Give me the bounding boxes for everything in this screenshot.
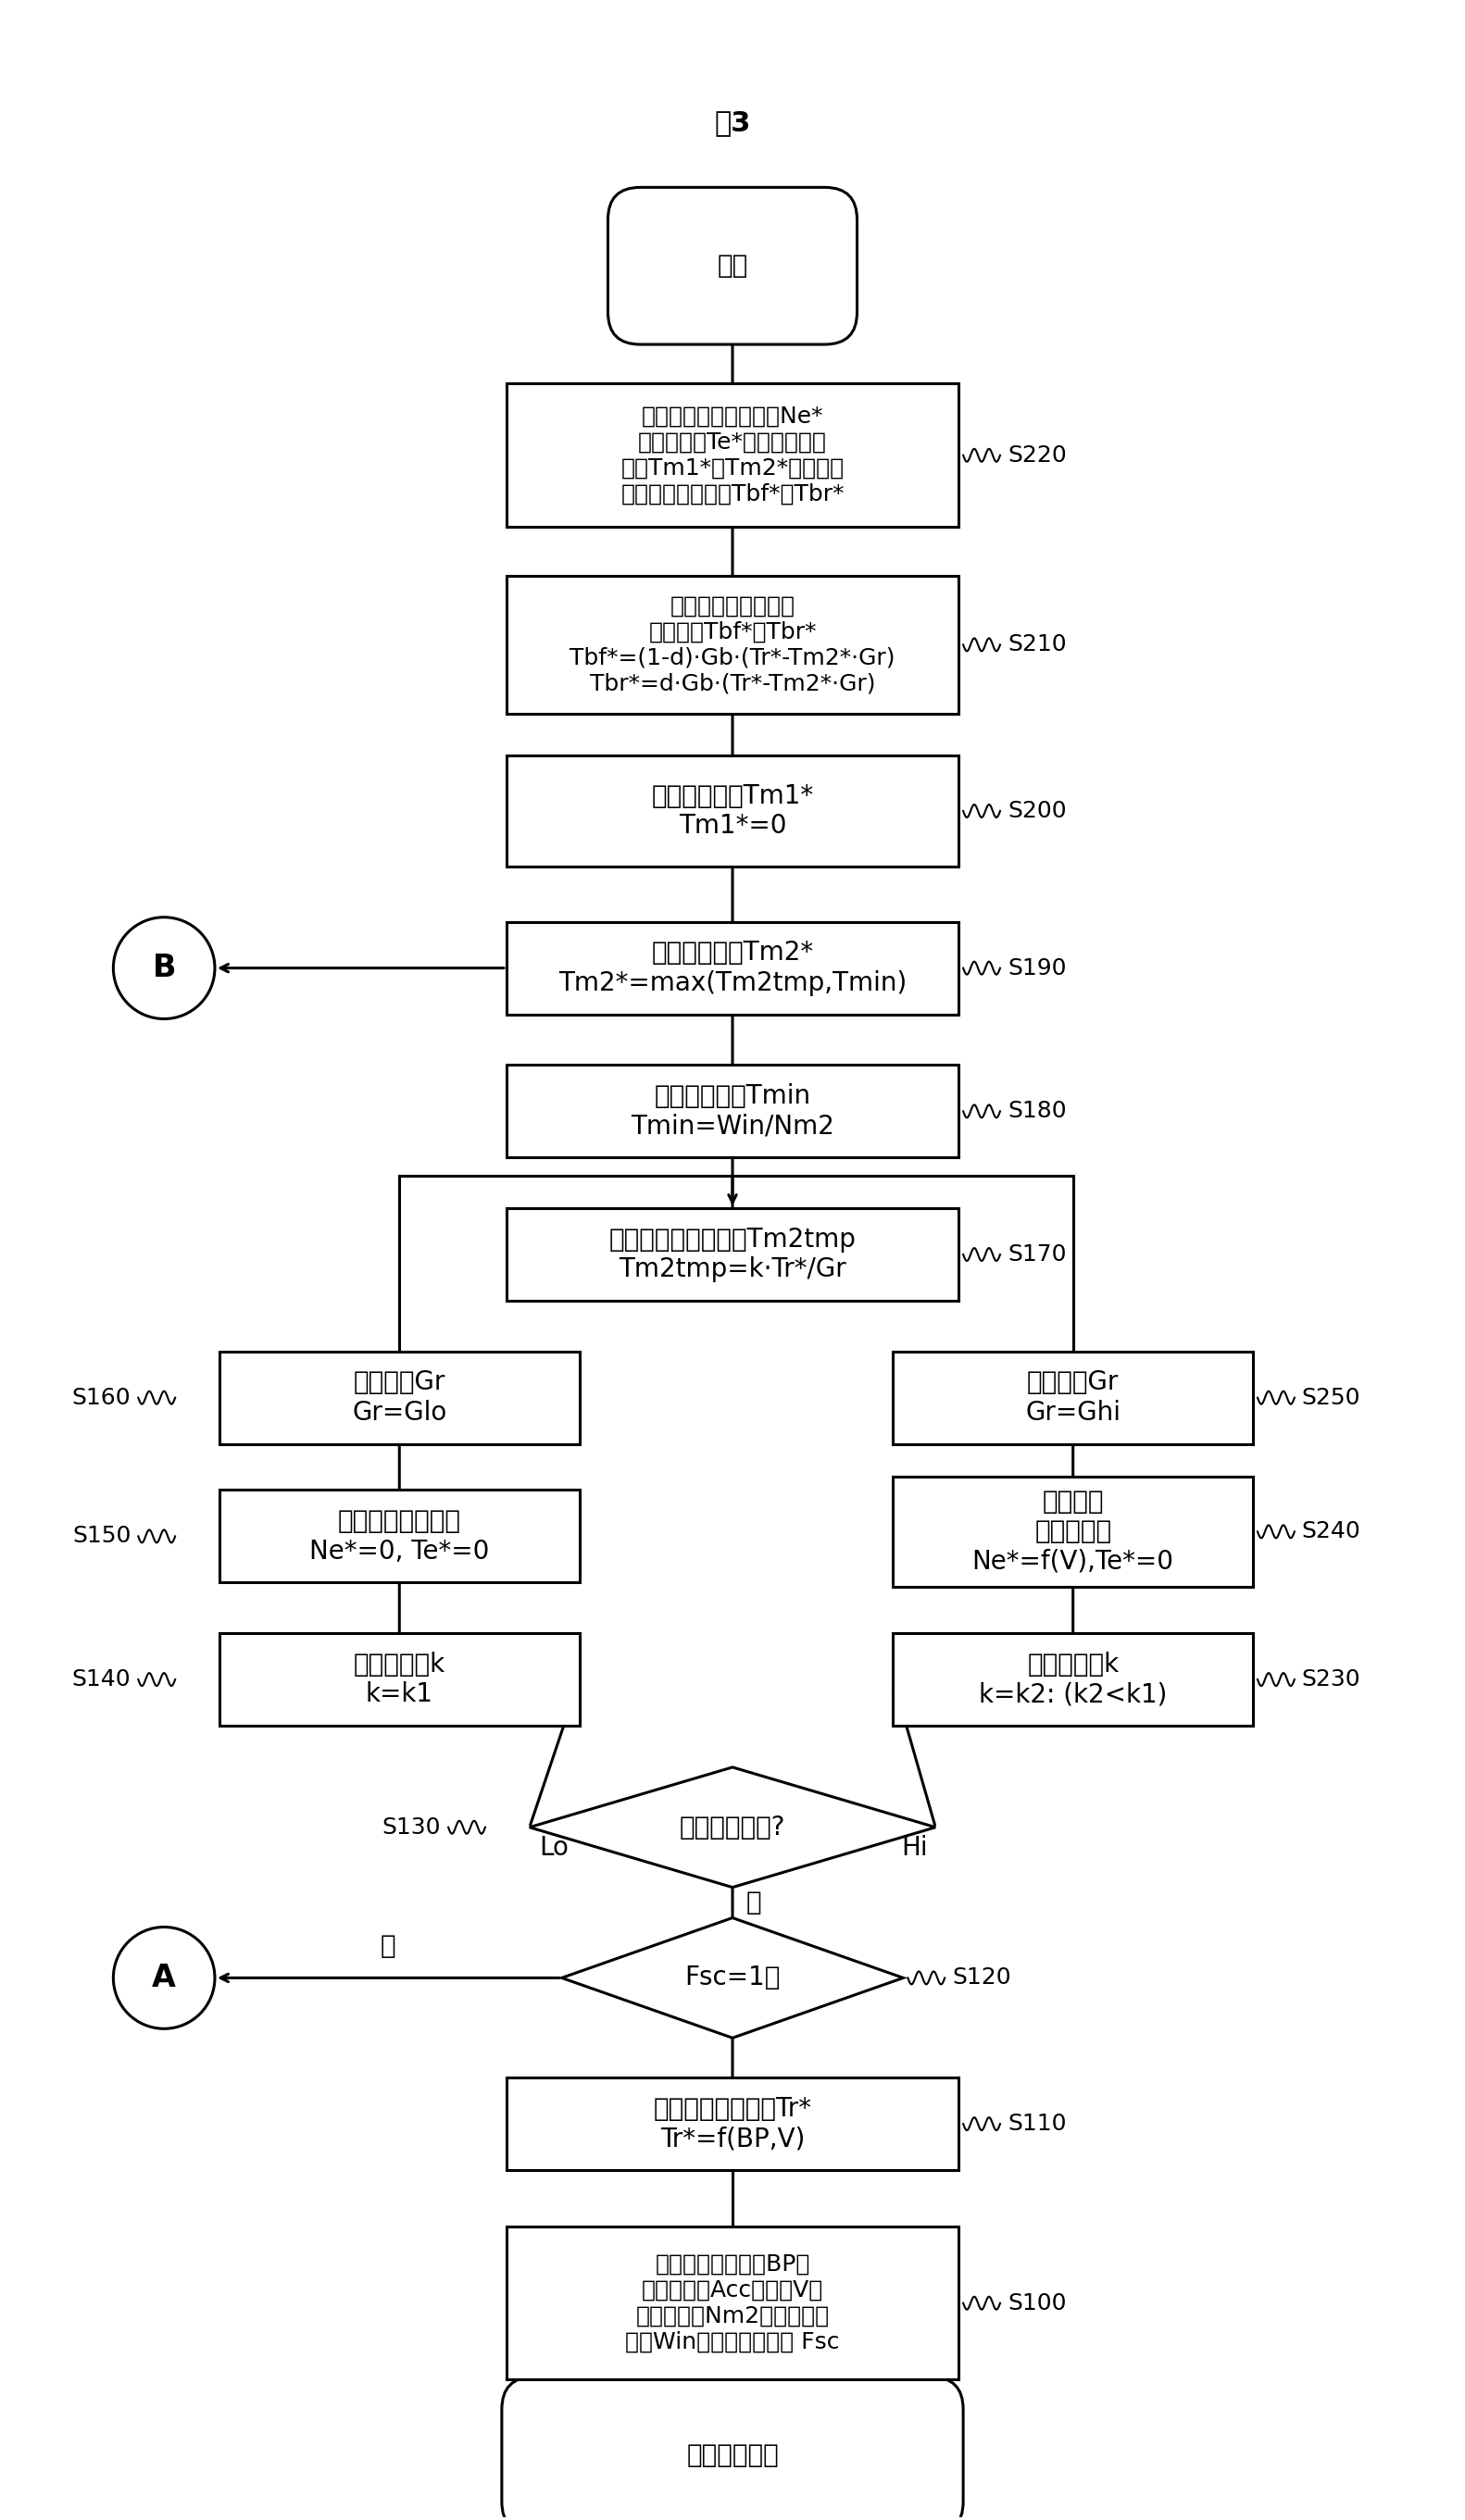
Bar (894, 1633, 1253, 1726)
Bar (507, 1207, 958, 1300)
Text: 设定转矩指令Tm2*
Tm2*=max(Tm2tmp,Tmin): 设定转矩指令Tm2* Tm2*=max(Tm2tmp,Tmin) (558, 940, 907, 995)
Text: S210: S210 (1008, 633, 1067, 655)
Bar (507, 383, 958, 527)
Text: S200: S200 (1008, 799, 1067, 822)
Text: 当前变速状态?: 当前变速状态? (680, 1814, 785, 1840)
Text: S180: S180 (1008, 1101, 1067, 1121)
Bar (894, 1477, 1253, 1588)
Text: S230: S230 (1302, 1668, 1361, 1691)
Text: 设定速比Gr
Gr=Glo: 设定速比Gr Gr=Glo (352, 1371, 447, 1426)
Text: 停止发动机的运行
Ne*=0, Te*=0: 停止发动机的运行 Ne*=0, Te*=0 (309, 1509, 489, 1565)
Text: 设定再生率k
k=k1: 设定再生率k k=k1 (353, 1651, 445, 1709)
Bar (894, 1351, 1253, 1444)
Bar (507, 1066, 958, 1157)
Bar (507, 575, 958, 713)
Text: S130: S130 (382, 1817, 441, 1840)
Text: S140: S140 (72, 1668, 130, 1691)
Text: 设定再生率k
k=k2: (k2<k1): 设定再生率k k=k2: (k2<k1) (979, 1651, 1168, 1709)
Bar (220, 1351, 579, 1444)
Text: 设定转矩指令Tm1*
Tm1*=0: 设定转矩指令Tm1* Tm1*=0 (652, 784, 813, 839)
Text: 输入制动踏板位置BP、
加速器开度Acc、车速V、
电动机转速Nm2、电池输入
限制Win和变速请求标记 Fsc: 输入制动踏板位置BP、 加速器开度Acc、车速V、 电动机转速Nm2、电池输入 … (626, 2253, 839, 2354)
Text: 制动控制例程: 制动控制例程 (686, 2442, 779, 2470)
Text: S100: S100 (1008, 2293, 1067, 2313)
Circle shape (113, 917, 215, 1018)
Text: S170: S170 (1008, 1242, 1067, 1265)
Text: Fsc=1？: Fsc=1？ (684, 1966, 781, 1991)
Circle shape (113, 1928, 215, 2029)
Text: 图3: 图3 (715, 108, 750, 136)
Text: 计算转矩限制Tmin
Tmin=Win/Nm2: 计算转矩限制Tmin Tmin=Win/Nm2 (631, 1084, 834, 1139)
Text: Hi: Hi (901, 1835, 927, 1860)
Text: S240: S240 (1302, 1520, 1361, 1542)
Text: A: A (152, 1963, 176, 1993)
Bar (507, 2228, 958, 2379)
Text: S110: S110 (1008, 2112, 1067, 2134)
Text: 发送发动机的目标转速Ne*
和目标转矩Te*、电动机转矩
指令Tm1*和Tm2*、前轮和
后轮制动转矩要求Tbf*和Tbr*: 发送发动机的目标转速Ne* 和目标转矩Te*、电动机转矩 指令Tm1*和Tm2*… (621, 406, 844, 504)
Text: 设定暂定电动机转矩Tm2tmp
Tm2tmp=k·Tr*/Gr: 设定暂定电动机转矩Tm2tmp Tm2tmp=k·Tr*/Gr (609, 1227, 856, 1283)
FancyBboxPatch shape (608, 186, 857, 345)
Text: Lo: Lo (539, 1835, 570, 1860)
Text: 设定前轮和后轮制动
转矩要求Tbf*和Tbr*
Tbf*=(1-d)·Gb·(Tr*-Tm2*·Gr)
Tbr*=d·Gb·(Tr*-Tm2*·Gr): 设定前轮和后轮制动 转矩要求Tbf*和Tbr* Tbf*=(1-d)·Gb·(T… (570, 595, 895, 696)
Polygon shape (529, 1767, 936, 1887)
Bar (507, 922, 958, 1013)
Text: S250: S250 (1302, 1386, 1361, 1409)
Text: B: B (152, 953, 176, 983)
Polygon shape (561, 1918, 904, 2039)
Text: 否: 否 (746, 1890, 762, 1915)
Bar (220, 1489, 579, 1583)
Text: 返回: 返回 (716, 252, 749, 280)
Bar (507, 2076, 958, 2170)
Bar (220, 1633, 579, 1726)
Text: 是: 是 (381, 1933, 396, 1961)
Bar (507, 756, 958, 867)
Text: 设定速比Gr
Gr=Ghi: 设定速比Gr Gr=Ghi (1026, 1371, 1121, 1426)
Text: S120: S120 (952, 1966, 1011, 1988)
Text: S190: S190 (1008, 958, 1067, 980)
Text: 设定制动转矩要求Tr*
Tr*=f(BP,V): 设定制动转矩要求Tr* Tr*=f(BP,V) (653, 2097, 812, 2152)
Text: S220: S220 (1008, 444, 1067, 466)
FancyBboxPatch shape (502, 2376, 963, 2520)
Text: S160: S160 (72, 1386, 130, 1409)
Text: S150: S150 (72, 1525, 130, 1547)
Text: 发动机的
自维持运行
Ne*=f(V),Te*=0: 发动机的 自维持运行 Ne*=f(V),Te*=0 (973, 1489, 1173, 1575)
